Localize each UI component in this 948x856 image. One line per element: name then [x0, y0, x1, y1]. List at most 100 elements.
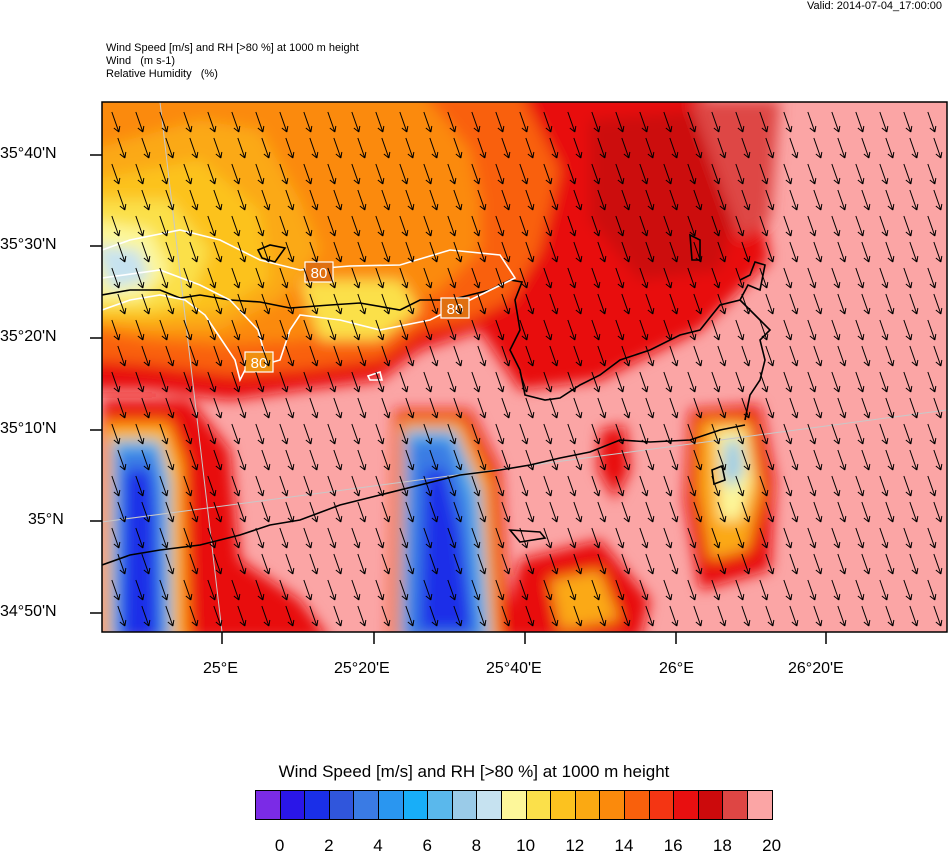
- wind-arrow: [639, 215, 649, 237]
- svg-text:80: 80: [311, 265, 328, 282]
- colorbar-label: 0: [274, 836, 285, 855]
- wind-arrow: [711, 423, 721, 445]
- wind-arrow: [471, 423, 481, 445]
- wind-arrow: [255, 267, 265, 289]
- wind-arrow: [477, 189, 487, 211]
- wind-arrow: [165, 293, 175, 315]
- wind-arrow: [279, 475, 289, 497]
- wind-arrow: [501, 293, 511, 315]
- wind-arrow: [135, 267, 145, 289]
- wind-arrow: [447, 371, 457, 393]
- colorbar-label: 14: [614, 836, 634, 855]
- wind-arrow: [663, 579, 673, 601]
- wind-arrow: [783, 527, 793, 549]
- wind-arrow: [789, 345, 799, 367]
- wind-arrow: [333, 345, 343, 367]
- wind-arrow: [159, 475, 169, 497]
- wind-arrow: [543, 371, 553, 393]
- colorbar-swatch: [256, 791, 281, 819]
- wind-arrow: [429, 553, 439, 575]
- wind-arrow: [783, 319, 793, 341]
- colorbar-swatch: [354, 791, 379, 819]
- wind-arrow: [783, 475, 793, 497]
- map-plot: 80 80 80: [90, 101, 948, 644]
- wind-arrow: [135, 423, 145, 445]
- wind-arrow: [399, 215, 409, 237]
- wind-arrow: [807, 111, 817, 133]
- wind-arrow: [135, 215, 145, 237]
- wind-arrow: [447, 475, 457, 497]
- wind-arrow: [261, 241, 271, 263]
- wind-arrow: [375, 475, 385, 497]
- wind-arrow: [213, 241, 223, 263]
- wind-arrow: [111, 527, 121, 549]
- wind-arrow: [285, 241, 295, 263]
- wind-arrow: [549, 605, 559, 627]
- wind-arrow: [615, 215, 625, 237]
- wind-arrow: [333, 189, 343, 211]
- wind-arrow: [855, 215, 865, 237]
- wind-arrow: [111, 579, 121, 601]
- wind-arrow: [735, 475, 745, 497]
- wind-arrow: [141, 449, 151, 471]
- wind-arrow: [597, 397, 607, 419]
- x-tick-label: 25°40'E: [486, 660, 542, 677]
- wind-arrow: [645, 449, 655, 471]
- wind-arrow: [327, 475, 337, 497]
- wind-arrow: [909, 397, 919, 419]
- wind-arrow: [591, 579, 601, 601]
- wind-arrow: [285, 293, 295, 315]
- wind-arrow: [597, 345, 607, 367]
- wind-arrow: [669, 137, 679, 159]
- wind-arrow: [861, 189, 871, 211]
- wind-arrow: [261, 449, 271, 471]
- wind-arrow: [885, 553, 895, 575]
- wind-arrow: [429, 241, 439, 263]
- wind-arrow: [567, 215, 577, 237]
- wind-arrow: [423, 527, 433, 549]
- wind-arrow: [285, 345, 295, 367]
- wind-arrow: [213, 189, 223, 211]
- wind-arrow: [879, 475, 889, 497]
- wind-arrow: [645, 241, 655, 263]
- wind-arrow: [255, 319, 265, 341]
- wind-arrow: [303, 163, 313, 185]
- y-tick-label: 35°20'N: [0, 328, 57, 345]
- wind-arrow: [669, 397, 679, 419]
- wind-arrow: [597, 189, 607, 211]
- colorbar-swatch: [452, 791, 478, 819]
- wind-arrow: [543, 215, 553, 237]
- wind-arrow: [255, 579, 265, 601]
- wind-arrow: [927, 371, 937, 393]
- wind-arrow: [549, 189, 559, 211]
- wind-arrow: [495, 579, 505, 601]
- wind-arrow: [375, 423, 385, 445]
- wind-arrow: [543, 475, 553, 497]
- wind-arrow: [759, 267, 769, 289]
- colorbar-label: 2: [324, 836, 334, 855]
- wind-arrow: [861, 397, 871, 419]
- wind-arrow: [183, 215, 193, 237]
- wind-arrow: [711, 475, 721, 497]
- wind-arrow: [807, 579, 817, 601]
- wind-arrow: [207, 319, 217, 341]
- wind-arrow: [453, 605, 463, 627]
- wind-arrow: [381, 449, 391, 471]
- wind-arrow: [351, 475, 361, 497]
- wind-arrow: [423, 319, 433, 341]
- wind-arrow: [207, 371, 217, 393]
- wind-arrow: [717, 553, 727, 575]
- wind-arrow: [573, 345, 583, 367]
- wind-arrow: [639, 267, 649, 289]
- wind-arrow: [285, 137, 295, 159]
- wind-arrow: [693, 553, 703, 575]
- wind-arrow: [327, 527, 337, 549]
- wind-arrow: [237, 397, 247, 419]
- wind-arrow: [741, 293, 751, 315]
- wind-arrow: [591, 527, 601, 549]
- wind-arrow: [549, 449, 559, 471]
- wind-arrow: [399, 423, 409, 445]
- wind-arrow: [231, 475, 241, 497]
- wind-arrow: [303, 267, 313, 289]
- wind-arrow: [303, 111, 313, 133]
